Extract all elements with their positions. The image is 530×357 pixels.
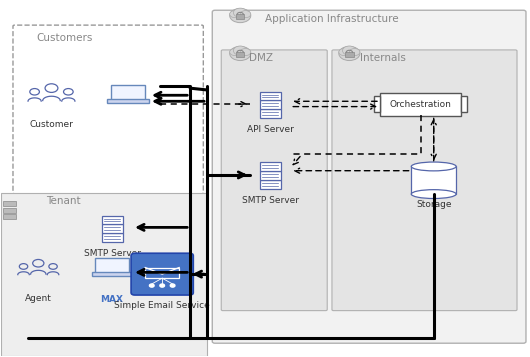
- FancyBboxPatch shape: [260, 162, 281, 171]
- Text: MAX: MAX: [101, 295, 123, 305]
- FancyBboxPatch shape: [260, 171, 281, 180]
- Text: Storage: Storage: [416, 200, 452, 209]
- Ellipse shape: [411, 162, 456, 171]
- Circle shape: [240, 49, 251, 56]
- Circle shape: [149, 284, 154, 287]
- FancyBboxPatch shape: [108, 99, 148, 103]
- FancyBboxPatch shape: [260, 92, 281, 100]
- FancyBboxPatch shape: [332, 50, 517, 311]
- FancyBboxPatch shape: [379, 92, 462, 116]
- FancyBboxPatch shape: [2, 193, 207, 356]
- FancyBboxPatch shape: [374, 96, 379, 112]
- Text: SMTP Server: SMTP Server: [242, 196, 299, 205]
- Ellipse shape: [411, 190, 456, 198]
- Circle shape: [233, 8, 247, 17]
- FancyBboxPatch shape: [3, 201, 15, 206]
- Text: Simple Email Service: Simple Email Service: [114, 301, 210, 310]
- Circle shape: [229, 9, 251, 22]
- FancyBboxPatch shape: [111, 85, 145, 100]
- Text: SMTP Server: SMTP Server: [84, 249, 140, 258]
- Text: Customers: Customers: [37, 33, 93, 43]
- Circle shape: [233, 46, 247, 55]
- Text: Agent: Agent: [25, 293, 52, 303]
- FancyBboxPatch shape: [345, 52, 354, 57]
- FancyBboxPatch shape: [102, 225, 122, 233]
- Circle shape: [160, 284, 164, 287]
- FancyBboxPatch shape: [3, 214, 15, 219]
- Text: Internals: Internals: [360, 53, 406, 63]
- FancyBboxPatch shape: [95, 258, 129, 274]
- FancyBboxPatch shape: [92, 272, 132, 276]
- Text: DMZ: DMZ: [249, 53, 273, 63]
- FancyBboxPatch shape: [131, 253, 193, 295]
- FancyBboxPatch shape: [462, 96, 467, 112]
- Text: Tenant: Tenant: [46, 196, 81, 206]
- FancyBboxPatch shape: [213, 10, 526, 343]
- Circle shape: [229, 46, 251, 61]
- FancyBboxPatch shape: [102, 216, 122, 224]
- FancyBboxPatch shape: [236, 14, 244, 19]
- Text: Customer: Customer: [30, 120, 74, 129]
- FancyBboxPatch shape: [236, 52, 244, 57]
- FancyBboxPatch shape: [102, 233, 122, 242]
- Text: Orchestration: Orchestration: [390, 100, 452, 109]
- Circle shape: [339, 49, 349, 56]
- Circle shape: [229, 49, 240, 56]
- Text: API Server: API Server: [247, 125, 294, 134]
- FancyBboxPatch shape: [411, 166, 456, 194]
- Circle shape: [240, 11, 251, 18]
- FancyBboxPatch shape: [260, 180, 281, 188]
- Circle shape: [170, 284, 175, 287]
- Circle shape: [349, 49, 360, 56]
- Text: Application Infrastructure: Application Infrastructure: [265, 14, 399, 24]
- FancyBboxPatch shape: [3, 207, 15, 213]
- Circle shape: [342, 46, 356, 55]
- FancyBboxPatch shape: [13, 25, 204, 194]
- Circle shape: [229, 11, 240, 18]
- FancyBboxPatch shape: [260, 100, 281, 109]
- FancyBboxPatch shape: [221, 50, 327, 311]
- Circle shape: [339, 46, 360, 61]
- FancyBboxPatch shape: [260, 109, 281, 118]
